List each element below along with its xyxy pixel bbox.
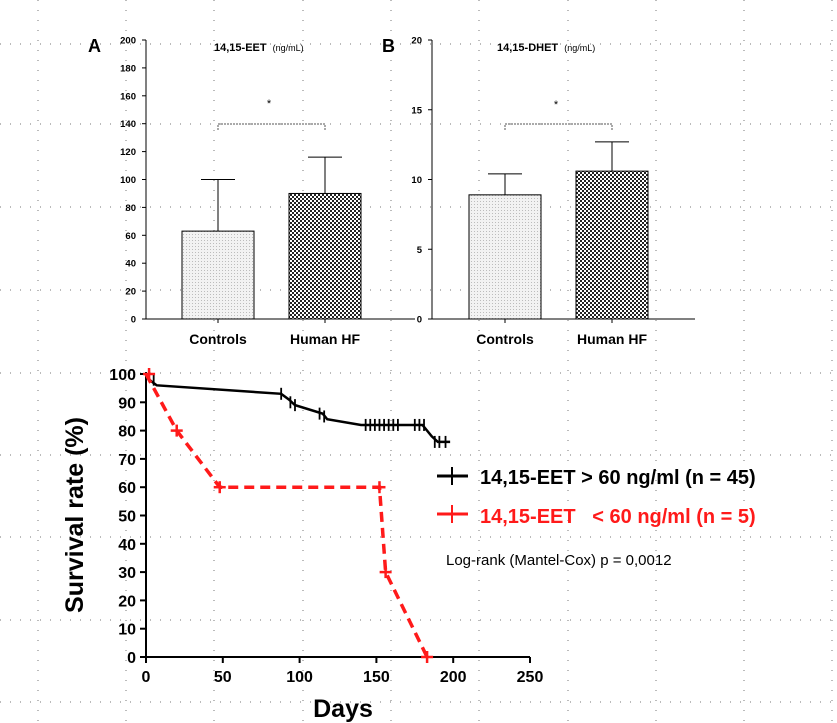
y-tick-label: 10 — [411, 175, 422, 186]
x-tick-label: 0 — [142, 669, 151, 686]
panel-c-y-axis-label: Survival rate (%) — [61, 417, 89, 613]
significance-bracket — [504, 123, 613, 130]
y-tick-label: 100 — [120, 175, 136, 186]
legend-item-low-eet: 14,15-EET < 60 ng/ml (n = 5) — [437, 505, 756, 528]
y-tick-label: 10 — [118, 622, 136, 639]
y-tick-label: 120 — [120, 147, 136, 158]
series-low-eet-line — [144, 373, 429, 658]
y-tick-label: 0 — [127, 650, 136, 667]
y-tick-label: 40 — [118, 537, 136, 554]
y-tick-label: 160 — [120, 91, 136, 102]
panel-b-significance: * — [504, 99, 613, 130]
panel-a-bars — [181, 156, 362, 320]
panel-a-title: 14,15-EET (ng/mL) — [214, 42, 304, 54]
x-tick-label: 250 — [517, 669, 544, 686]
y-tick-label: 5 — [417, 245, 423, 256]
y-tick-label: 0 — [417, 315, 422, 326]
y-tick-label: 60 — [125, 231, 136, 242]
x-tick-label: 100 — [286, 669, 313, 686]
panel-c-legend: 14,15-EET > 60 ng/ml (n = 45) 14,15-EET … — [437, 467, 756, 528]
panel-b-axes: 0 5 10 15 20 Controls Human HF — [411, 36, 695, 347]
y-tick-label: 20 — [118, 593, 136, 610]
y-tick-label: 15 — [411, 105, 422, 116]
bar-human-hf — [575, 170, 649, 320]
y-tick-label: 200 — [120, 36, 136, 47]
panel-a-significance-star: * — [267, 98, 272, 110]
x-tick-label: 150 — [363, 669, 390, 686]
significance-bracket — [217, 123, 326, 130]
panel-b-dhet-bar-chart: B 14,15-DHET (ng/mL) 0 5 10 15 20 Controls Hum… — [382, 36, 695, 347]
panel-c-survival-chart: 0 10 20 30 40 50 60 70 80 90 100 0 50 100 150 200 250 Da… — [61, 367, 756, 723]
panel-b-title: 14,15-DHET (ng/mL) — [497, 42, 595, 54]
x-tick-label: Human HF — [290, 331, 360, 347]
y-tick-label: 80 — [118, 424, 136, 441]
legend-label-low-eet: 14,15-EET < 60 ng/ml (n = 5) — [480, 506, 756, 528]
panel-b-significance-star: * — [554, 99, 559, 111]
bar-human-hf — [288, 192, 362, 320]
y-tick-label: 140 — [120, 119, 136, 130]
panel-b-title-main: 14,15-DHET — [497, 42, 558, 54]
bar-controls — [468, 194, 542, 320]
y-tick-label: 50 — [118, 509, 136, 526]
panel-a-axes: 0 20 40 60 80 100 120 140 160 180 200 Controls Human… — [120, 36, 415, 347]
y-tick-label: 80 — [125, 203, 136, 214]
bar-controls — [181, 230, 255, 320]
panel-c-curves — [143, 368, 451, 663]
panel-b-label: B — [382, 36, 395, 56]
x-tick-label: 200 — [440, 669, 467, 686]
y-tick-label: 180 — [120, 63, 136, 74]
panel-a-eet-bar-chart: A 14,15-EET (ng/mL) 0 20 40 60 80 100 120 140 16… — [88, 36, 415, 347]
panel-c-x-axis-label: Days — [313, 695, 373, 723]
y-tick-label: 30 — [118, 565, 136, 582]
y-tick-label: 70 — [118, 452, 136, 469]
panel-a-title-unit: (ng/mL) — [273, 43, 304, 53]
y-tick-label: 40 — [125, 259, 136, 270]
panel-c-axes: 0 10 20 30 40 50 60 70 80 90 100 0 50 100 150 200 250 — [109, 367, 543, 686]
x-tick-label: Controls — [476, 331, 534, 347]
y-tick-label: 90 — [118, 395, 136, 412]
x-tick-label: Human HF — [577, 331, 647, 347]
panel-a-title-main: 14,15-EET — [214, 42, 267, 54]
y-tick-label: 20 — [411, 36, 422, 47]
y-tick-label: 100 — [109, 367, 136, 384]
legend-label-high-eet: 14,15-EET > 60 ng/ml (n = 45) — [480, 467, 756, 489]
y-tick-label: 0 — [131, 315, 136, 326]
panel-a-significance: * — [217, 98, 326, 130]
y-tick-label: 20 — [125, 287, 136, 298]
y-tick-label: 60 — [118, 480, 136, 497]
series-high-eet-line — [144, 373, 451, 444]
x-tick-label: Controls — [189, 331, 247, 347]
legend-item-high-eet: 14,15-EET > 60 ng/ml (n = 45) — [437, 467, 756, 489]
panel-b-bars — [468, 141, 649, 320]
x-tick-label: 50 — [214, 669, 232, 686]
panel-b-title-unit: (ng/mL) — [564, 43, 595, 53]
panel-a-label: A — [88, 36, 101, 56]
panel-c-logrank-annotation: Log-rank (Mantel-Cox) p = 0,0012 — [446, 552, 672, 569]
